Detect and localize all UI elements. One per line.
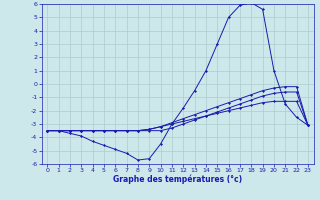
X-axis label: Graphe des températures (°c): Graphe des températures (°c) (113, 175, 242, 184)
